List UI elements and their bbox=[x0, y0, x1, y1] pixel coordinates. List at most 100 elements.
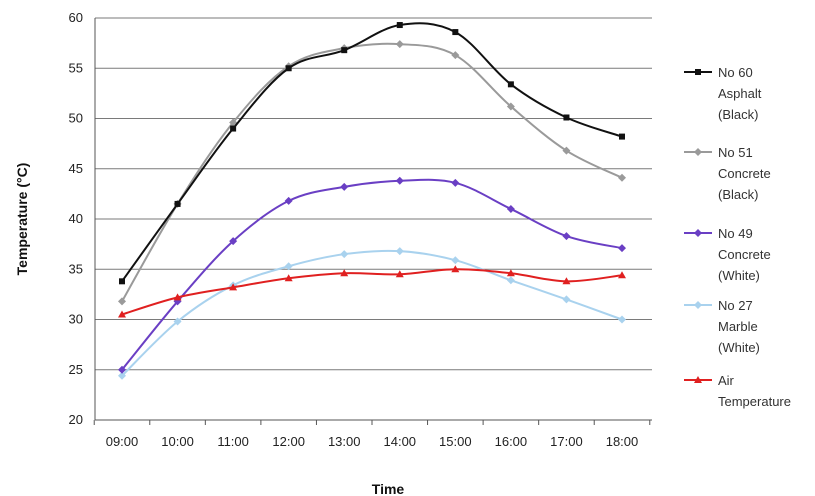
data-point bbox=[506, 102, 515, 111]
legend-entry: Air Temperature bbox=[684, 373, 791, 409]
legend-entry: No 60 Asphalt (Black) bbox=[684, 65, 762, 122]
y-tick-label: 20 bbox=[69, 412, 83, 427]
x-tick-label: 12:00 bbox=[272, 434, 305, 449]
data-point bbox=[284, 196, 293, 205]
legend-label: No 27 bbox=[718, 298, 753, 313]
legend-label: (Black) bbox=[718, 107, 758, 122]
series-0 bbox=[119, 22, 625, 285]
x-tick-label: 16:00 bbox=[495, 434, 528, 449]
data-point bbox=[506, 276, 515, 285]
legend-label: (White) bbox=[718, 268, 760, 283]
data-point bbox=[451, 178, 460, 187]
data-point bbox=[451, 256, 460, 265]
x-tick-labels: 09:00 10:00 11:00 12:00 13:00 14:00 15:00 16:00… bbox=[93, 420, 651, 449]
series-line bbox=[121, 268, 623, 316]
data-point bbox=[694, 148, 702, 156]
data-point bbox=[395, 40, 404, 49]
y-tick-labels: 20 25 30 35 40 45 50 55 60 bbox=[69, 10, 83, 427]
series-line bbox=[121, 42, 623, 302]
data-point bbox=[563, 114, 570, 121]
data-point bbox=[618, 173, 626, 182]
series-3 bbox=[118, 247, 626, 380]
data-point bbox=[452, 29, 459, 36]
y-tick-label: 55 bbox=[69, 60, 83, 75]
x-tick-label: 09:00 bbox=[106, 434, 139, 449]
data-point bbox=[694, 301, 702, 309]
legend-entry: No 51 Concrete (Black) bbox=[684, 145, 771, 202]
data-point bbox=[395, 247, 404, 256]
series-line bbox=[121, 178, 623, 371]
data-point bbox=[119, 278, 125, 285]
data-point bbox=[506, 204, 515, 213]
data-point bbox=[506, 269, 515, 277]
data-point bbox=[284, 274, 293, 282]
y-tick-label: 25 bbox=[69, 362, 83, 377]
legend-label: Marble bbox=[718, 319, 758, 334]
legend-label: Concrete bbox=[718, 247, 771, 262]
legend-label: Concrete bbox=[718, 166, 771, 181]
data-point bbox=[451, 265, 460, 273]
data-point bbox=[118, 371, 126, 380]
data-point bbox=[562, 232, 571, 241]
x-tick-label: 13:00 bbox=[328, 434, 361, 449]
grid-lines bbox=[94, 17, 652, 421]
data-point bbox=[395, 270, 404, 278]
data-point bbox=[340, 269, 349, 277]
data-point bbox=[118, 310, 126, 318]
series-2 bbox=[118, 176, 626, 374]
data-point bbox=[118, 297, 126, 306]
legend-label: (Black) bbox=[718, 187, 758, 202]
data-point bbox=[173, 317, 182, 326]
series-4 bbox=[118, 265, 626, 318]
legend-entry: No 49 Concrete (White) bbox=[684, 226, 771, 283]
series-line bbox=[121, 22, 623, 282]
x-tick-label: 10:00 bbox=[161, 434, 194, 449]
x-tick-label: 18:00 bbox=[606, 434, 639, 449]
legend-label: Air bbox=[718, 373, 735, 388]
legend-label: Asphalt bbox=[718, 86, 762, 101]
data-point bbox=[562, 146, 571, 155]
y-tick-label: 40 bbox=[69, 211, 83, 226]
data-point bbox=[694, 376, 702, 383]
data-point bbox=[340, 182, 349, 191]
x-axis-title: Time bbox=[372, 481, 405, 496]
data-point bbox=[340, 250, 349, 259]
data-point bbox=[174, 200, 181, 207]
data-point bbox=[562, 277, 571, 285]
data-point bbox=[396, 22, 403, 29]
data-point bbox=[618, 315, 626, 324]
data-point bbox=[118, 365, 126, 374]
data-point bbox=[694, 229, 702, 237]
legend-label: Temperature bbox=[718, 394, 791, 409]
y-tick-label: 60 bbox=[69, 10, 83, 25]
data-point bbox=[562, 295, 571, 304]
data-point bbox=[230, 125, 237, 132]
series-1 bbox=[118, 40, 626, 306]
data-point bbox=[695, 69, 701, 75]
data-point bbox=[229, 237, 238, 246]
data-point bbox=[284, 262, 293, 271]
legend-label: No 60 bbox=[718, 65, 753, 80]
series-line bbox=[121, 249, 623, 377]
y-tick-label: 45 bbox=[69, 161, 83, 176]
y-axis-title: Temperature (°C) bbox=[14, 163, 30, 276]
data-point bbox=[618, 271, 626, 279]
x-tick-label: 15:00 bbox=[439, 434, 472, 449]
data-point bbox=[507, 81, 514, 88]
data-point bbox=[395, 176, 404, 185]
data-point bbox=[451, 51, 460, 60]
legend-label: No 49 bbox=[718, 226, 753, 241]
data-point bbox=[229, 283, 238, 291]
y-tick-label: 30 bbox=[69, 312, 83, 327]
x-tick-label: 14:00 bbox=[384, 434, 417, 449]
data-point bbox=[285, 65, 292, 72]
data-point bbox=[341, 47, 348, 54]
data-point bbox=[619, 133, 625, 140]
data-point bbox=[173, 293, 182, 301]
x-tick-label: 11:00 bbox=[217, 434, 249, 449]
y-tick-label: 50 bbox=[69, 111, 83, 126]
y-tick-label: 35 bbox=[69, 261, 83, 276]
x-tick-label: 17:00 bbox=[550, 434, 583, 449]
